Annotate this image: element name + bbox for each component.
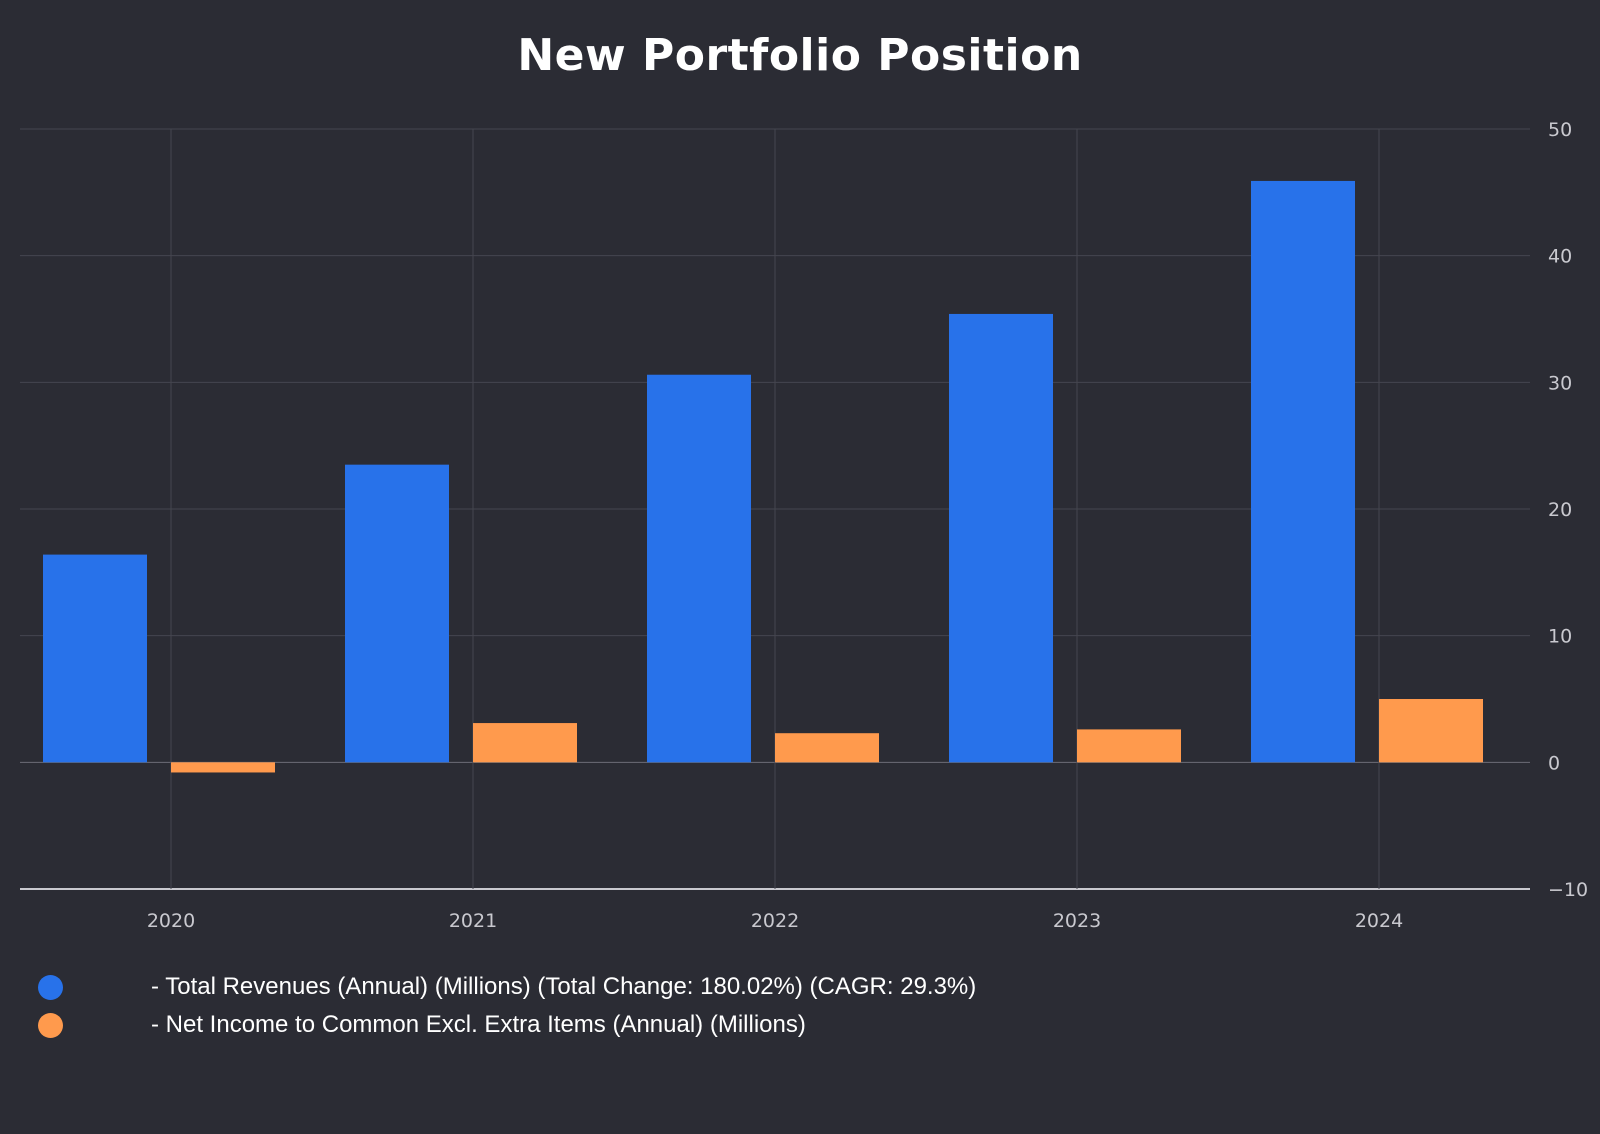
legend-item-revenues[interactable]: - Total Revenues (Annual) (Millions) (To… [38, 968, 976, 1006]
axis-labels: −10 0 10 20 30 40 50 2020 2021 2022 2023 2024 [147, 119, 1588, 932]
bar-net-income-2023 [1077, 729, 1181, 763]
bar-net-income-2021 [473, 723, 577, 763]
legend-swatch-net-income [38, 1012, 63, 1038]
bar-revenues-2023 [949, 313, 1053, 763]
legend-swatch-revenues [38, 974, 63, 1000]
x-tick-label-2022: 2022 [751, 910, 799, 932]
x-tick-label-2023: 2023 [1053, 910, 1101, 932]
y-tick-label-20: 20 [1548, 499, 1572, 521]
bars [43, 180, 1483, 773]
chart-title: New Portfolio Position [517, 30, 1083, 81]
x-tick-label-2020: 2020 [147, 910, 195, 932]
legend-item-net-income[interactable]: - Net Income to Common Excl. Extra Items… [38, 1006, 976, 1044]
bar-revenues-2021 [345, 464, 449, 763]
x-tick-label-2021: 2021 [449, 910, 497, 932]
y-tick-label-0: 0 [1548, 752, 1560, 774]
bar-revenues-2020 [43, 554, 147, 763]
bar-net-income-2020 [171, 762, 275, 773]
y-tick-label--10: −10 [1548, 879, 1588, 901]
bar-net-income-2024 [1379, 699, 1483, 763]
y-tick-label-50: 50 [1548, 119, 1572, 141]
legend-label-net-income: - Net Income to Common Excl. Extra Items… [151, 1011, 806, 1038]
bar-revenues-2022 [647, 374, 751, 763]
x-tick-label-2024: 2024 [1355, 910, 1403, 932]
bar-net-income-2022 [775, 733, 879, 763]
bar-revenues-2024 [1251, 180, 1355, 763]
y-tick-label-40: 40 [1548, 246, 1572, 268]
y-tick-label-10: 10 [1548, 626, 1572, 648]
y-tick-label-30: 30 [1548, 372, 1572, 394]
legend: - Total Revenues (Annual) (Millions) (To… [38, 968, 976, 1044]
legend-label-revenues: - Total Revenues (Annual) (Millions) (To… [151, 973, 977, 1000]
